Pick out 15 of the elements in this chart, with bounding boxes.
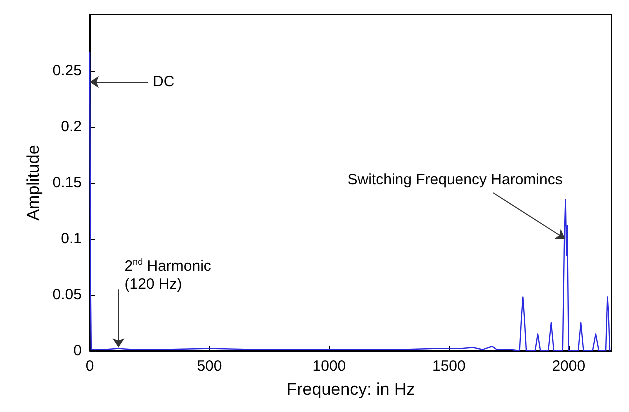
x-tick-label: 0 — [86, 358, 94, 375]
y-tick-label: 0.1 — [61, 230, 82, 248]
y-tick-label: 0.25 — [52, 62, 82, 80]
x-tick-label: 2000 — [552, 358, 586, 375]
y-tick-label: 0.2 — [61, 118, 82, 136]
annotation: Switching Frequency Haromincs — [348, 172, 563, 188]
x-tick-label: 1500 — [432, 358, 466, 375]
y-tick-label: 0 — [74, 342, 82, 360]
x-tick-label: 500 — [197, 358, 222, 375]
x-axis-title: Frequency: in Hz — [286, 380, 416, 399]
y-axis-title: Amplitude — [24, 145, 43, 221]
annotation: DC — [153, 74, 175, 91]
x-tick-label: 1000 — [312, 358, 346, 375]
y-tick-label: 0.05 — [52, 286, 82, 304]
y-tick-label: 0.15 — [52, 174, 82, 192]
